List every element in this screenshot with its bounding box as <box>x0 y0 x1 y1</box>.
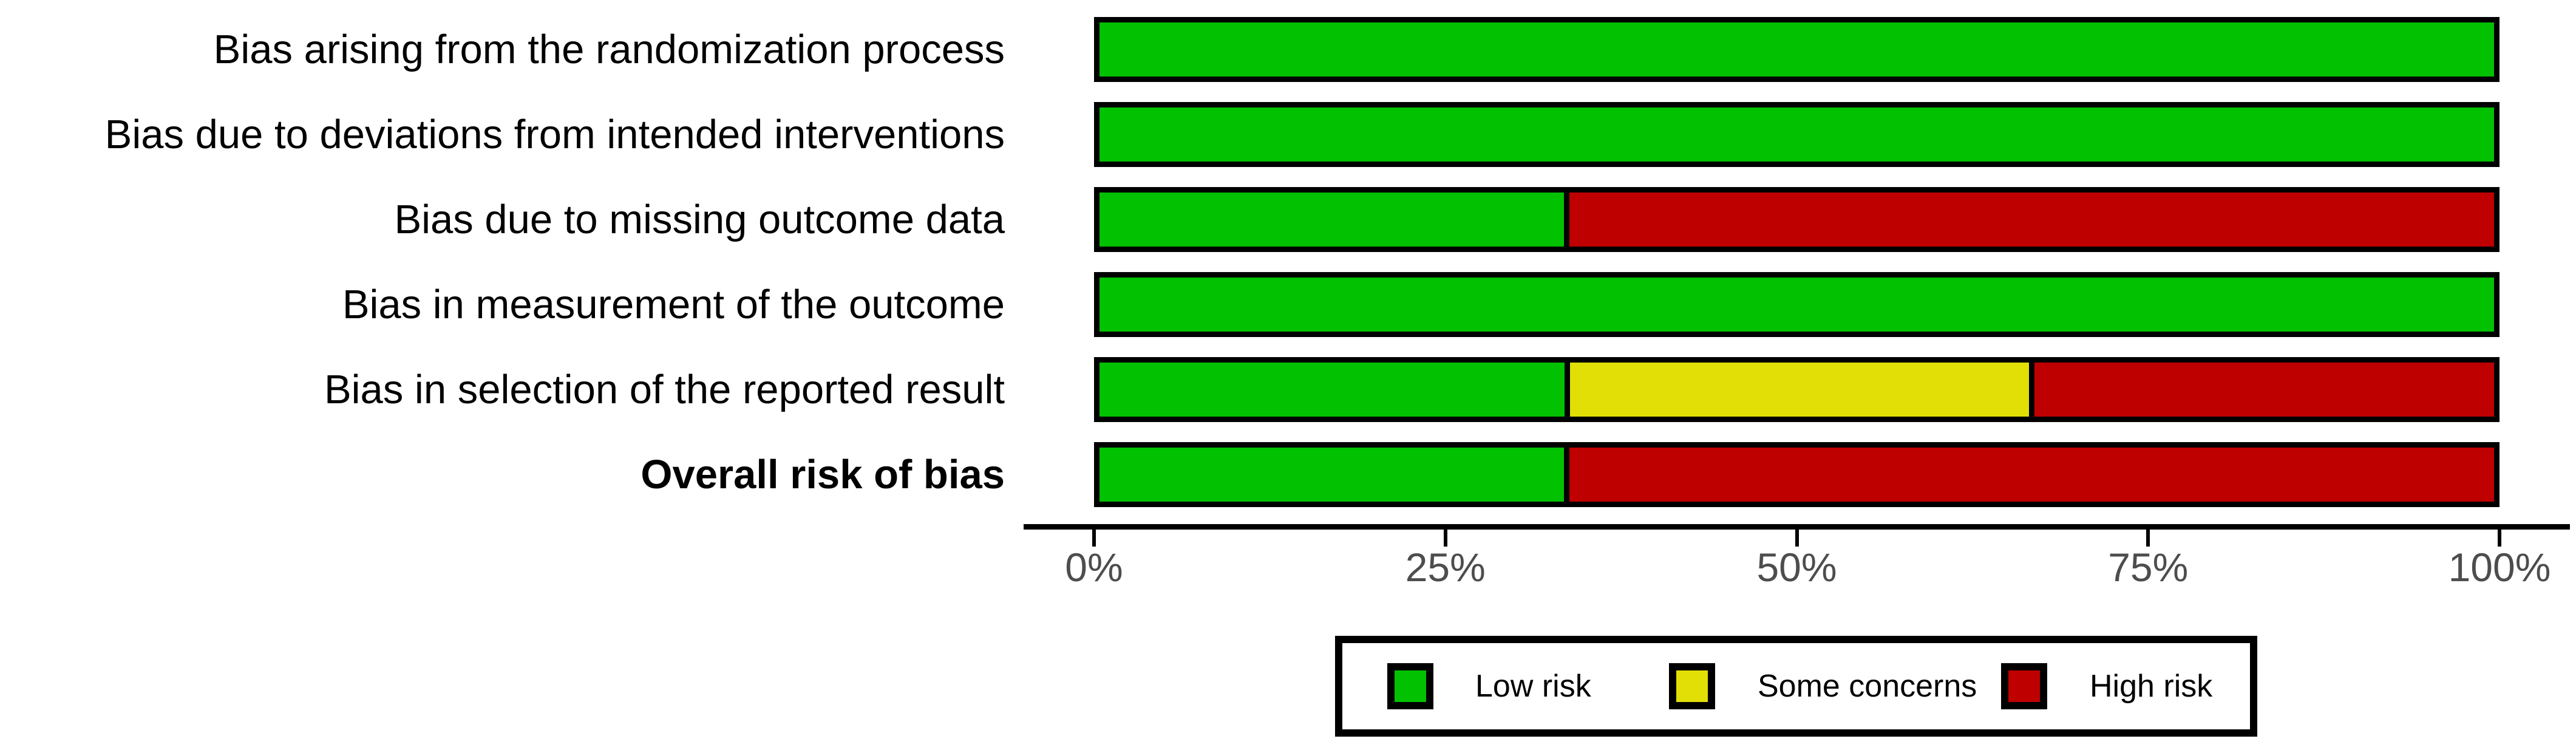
bar-segment-low-risk <box>1099 448 1564 502</box>
x-axis-line <box>1024 524 2570 530</box>
bar-segment-high-risk <box>1563 448 2494 502</box>
bar-row <box>1094 442 2500 507</box>
category-label-text: Bias in selection of the reported result <box>324 367 1005 412</box>
legend-swatch-low-risk <box>1387 663 1433 709</box>
bar-row <box>1094 357 2500 422</box>
category-label-text: Bias due to deviations from intended int… <box>104 112 1005 157</box>
x-axis-tick <box>1092 530 1096 547</box>
category-label: Bias in measurement of the outcome <box>0 272 1005 337</box>
category-label: Bias due to deviations from intended int… <box>0 102 1005 167</box>
bar-segment-high-risk <box>1563 193 2494 247</box>
x-axis-tick-label: 75% <box>2108 545 2189 590</box>
x-axis-tick <box>2146 530 2150 547</box>
bar-row <box>1094 272 2500 337</box>
x-axis-tick-label: 25% <box>1405 545 1486 590</box>
legend-swatch-high-risk <box>2001 663 2047 709</box>
x-axis-tick <box>1443 530 1447 547</box>
bar-segment-low-risk <box>1099 363 1565 417</box>
bar-row <box>1094 102 2500 167</box>
category-label-text: Bias in measurement of the outcome <box>342 282 1005 327</box>
x-axis-tick <box>2498 530 2501 547</box>
category-label: Overall risk of bias <box>0 442 1005 507</box>
category-label: Bias due to missing outcome data <box>0 187 1005 252</box>
category-label-text: Bias due to missing outcome data <box>394 197 1005 242</box>
x-axis-tick-label: 0% <box>1065 545 1123 590</box>
x-axis-tick-label: 100% <box>2448 545 2551 590</box>
x-axis-tick-label: 50% <box>1756 545 1837 590</box>
category-label: Bias arising from the randomization proc… <box>0 17 1005 82</box>
legend-label-high-risk: High risk <box>2090 669 2213 704</box>
bar-row <box>1094 187 2500 252</box>
bar-row <box>1094 17 2500 82</box>
category-label: Bias in selection of the reported result <box>0 357 1005 422</box>
legend: Low risk Some concerns High risk <box>1335 636 2257 737</box>
legend-label-some-concerns: Some concerns <box>1758 669 1977 704</box>
legend-label-low-risk: Low risk <box>1475 669 1591 704</box>
category-label-text: Overall risk of bias <box>641 452 1005 497</box>
bar-segment-low-risk <box>1099 107 2494 162</box>
bar-segment-low-risk <box>1099 22 2494 77</box>
bar-segment-low-risk <box>1099 193 1564 247</box>
legend-swatch-some-concerns <box>1669 663 1715 709</box>
category-label-text: Bias arising from the randomization proc… <box>213 27 1005 72</box>
bar-segment-some-concerns <box>1564 363 2030 417</box>
x-axis-tick <box>1795 530 1799 547</box>
bar-segment-high-risk <box>2029 363 2494 417</box>
bar-segment-low-risk <box>1099 278 2494 332</box>
